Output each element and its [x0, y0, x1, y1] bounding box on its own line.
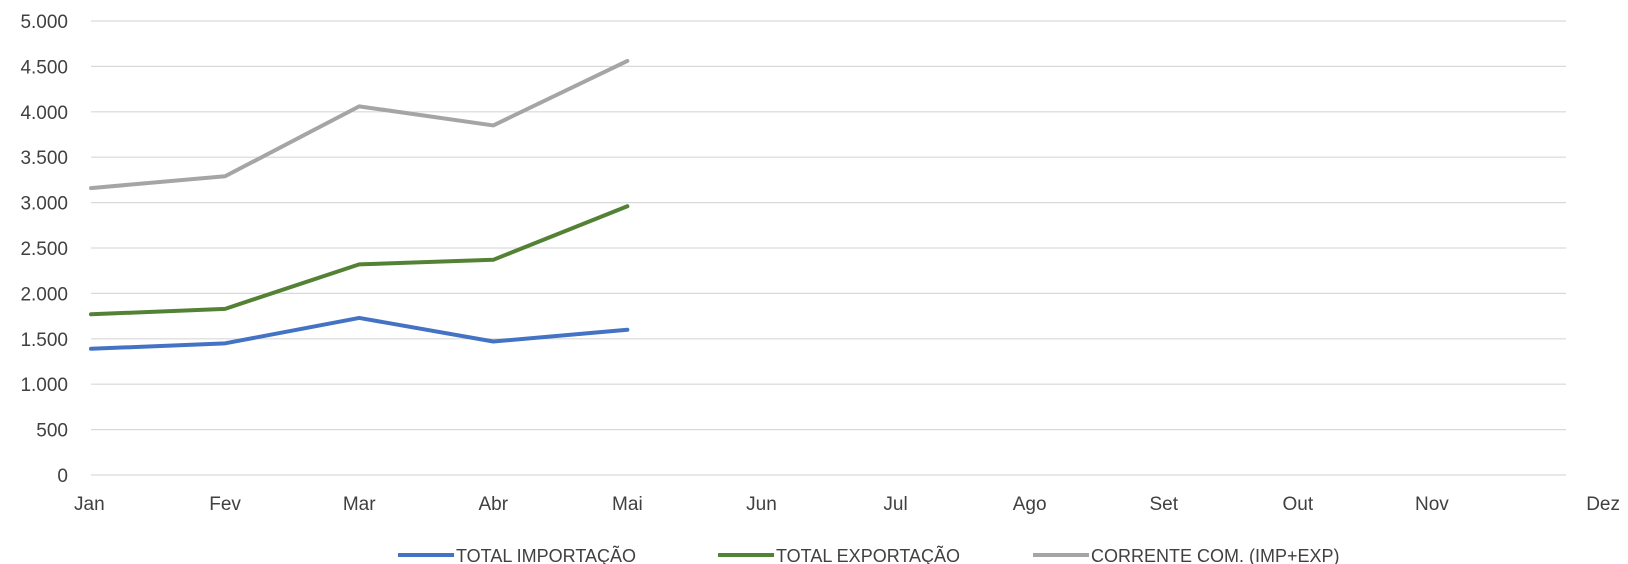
x-tick-label: Mar	[343, 494, 376, 515]
x-tick-label: Abr	[478, 494, 508, 515]
x-tick-label: Out	[1283, 494, 1314, 515]
x-axis-tick-labels: Jan Fev Mar Abr Mai Jun Jul Ago Set Out Nov Dez	[74, 494, 1620, 515]
series-line-2	[89, 204, 630, 317]
y-tick-label: 4.000	[20, 103, 68, 124]
x-tick-label: Fev	[209, 494, 241, 515]
legend-label: TOTAL IMPORTAÇÃO	[456, 545, 636, 564]
y-axis-tick-labels: 0 500 1.000 1.500 2.000 2.500 3.000 3.500 4.000 4…	[20, 12, 68, 487]
legend-label: TOTAL EXPORTAÇÃO	[776, 545, 960, 564]
y-tick-label: 0	[57, 466, 68, 487]
y-tick-label: 3.500	[20, 148, 68, 169]
y-tick-label: 2.500	[20, 239, 68, 260]
y-tick-label: 5.000	[20, 12, 68, 33]
series-lines	[89, 58, 630, 351]
x-tick-label: Jul	[883, 494, 907, 515]
x-tick-label: Jan	[74, 494, 105, 515]
y-tick-label: 2.000	[20, 284, 68, 305]
series-line-3	[89, 58, 630, 191]
y-tick-label: 500	[36, 421, 68, 442]
x-tick-label: Nov	[1415, 494, 1449, 515]
x-tick-label: Set	[1149, 494, 1178, 515]
gridlines	[91, 20, 1566, 476]
y-tick-label: 4.500	[20, 57, 68, 78]
y-tick-label: 1.500	[20, 330, 68, 351]
legend: TOTAL IMPORTAÇÃO TOTAL EXPORTAÇÃO CORRENTE…	[398, 545, 1340, 564]
y-tick-label: 1.000	[20, 375, 68, 396]
x-tick-label: Dez	[1586, 494, 1620, 515]
y-tick-label: 3.000	[20, 194, 68, 215]
series-line-1	[89, 315, 630, 351]
x-tick-label: Jun	[746, 494, 777, 515]
x-tick-label: Mai	[612, 494, 643, 515]
x-tick-label: Ago	[1013, 494, 1047, 515]
legend-label: CORRENTE COM. (IMP+EXP)	[1091, 546, 1340, 564]
